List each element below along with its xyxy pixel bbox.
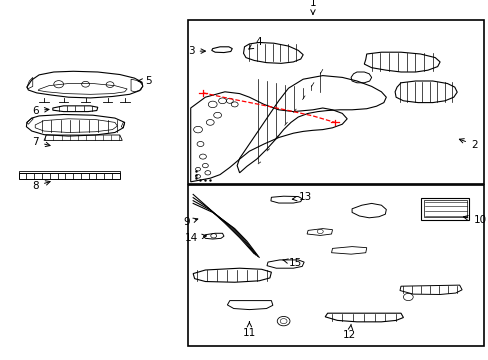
Text: 8: 8: [32, 181, 50, 191]
Bar: [188, 185, 483, 346]
Text: 6: 6: [32, 105, 49, 116]
Text: 12: 12: [343, 324, 356, 340]
Text: 4: 4: [248, 37, 262, 49]
Text: 11: 11: [242, 322, 256, 338]
Bar: [188, 20, 483, 184]
Text: 15: 15: [283, 258, 301, 268]
Text: 5: 5: [138, 76, 151, 86]
Text: 14: 14: [184, 233, 206, 243]
Text: 2: 2: [458, 139, 477, 150]
Text: 3: 3: [187, 46, 205, 56]
Text: 1: 1: [309, 0, 316, 14]
Text: 9: 9: [183, 217, 197, 228]
Text: 13: 13: [292, 192, 312, 202]
Text: 7: 7: [32, 137, 50, 147]
Text: 10: 10: [463, 215, 486, 225]
